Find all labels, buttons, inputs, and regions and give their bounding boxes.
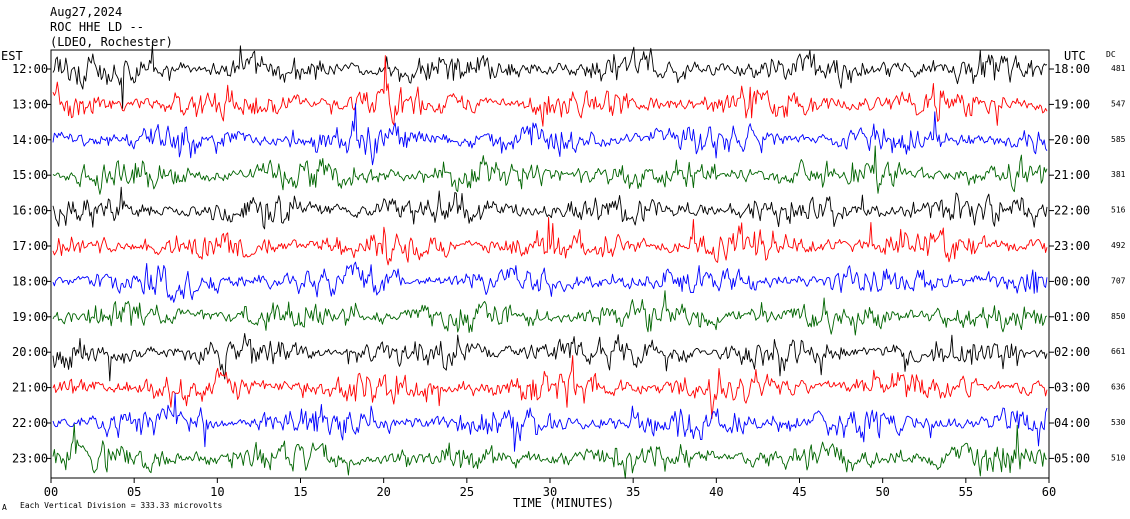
trace-0000 [52,261,1048,303]
trace-2000 [52,103,1048,166]
est-label: 15:00 [12,168,48,182]
utc-label: 21:00 [1054,168,1090,182]
utc-label: 04:00 [1054,416,1090,430]
est-label: 14:00 [12,133,48,147]
dc-value: 510 [1111,453,1126,462]
trace-group [52,44,1048,479]
x-axis-label: TIME (MINUTES) [513,496,614,510]
x-tick-label: 30 [543,485,557,499]
est-label: 17:00 [12,239,48,253]
x-tick-label: 10 [210,485,224,499]
trace-0200 [52,332,1048,382]
est-label: 21:00 [12,381,48,395]
utc-label: 05:00 [1054,451,1090,465]
dc-value: 707 [1111,276,1126,285]
trace-2200 [52,186,1048,230]
est-label: 22:00 [12,416,48,430]
chart-title-date: Aug27,2024 [50,5,122,19]
trace-0500 [52,424,1047,479]
utc-label: 02:00 [1054,345,1090,359]
x-tick-label: 45 [792,485,806,499]
est-label: 23:00 [12,451,48,465]
right-axis-title: UTC [1064,49,1086,63]
dc-value: 850 [1111,312,1126,321]
x-tick-label: 00 [44,485,58,499]
dc-value: 530 [1111,418,1126,427]
trace-2100 [52,145,1048,195]
trace-2300 [52,217,1048,266]
x-tick-label: 25 [460,485,474,499]
utc-label: 01:00 [1054,310,1090,324]
utc-label: 22:00 [1054,204,1090,218]
trace-0100 [52,290,1048,336]
utc-label: 00:00 [1054,274,1090,288]
x-tick-label: 35 [626,485,640,499]
x-tick-label: 40 [709,485,723,499]
x-tick-label: 50 [875,485,889,499]
time-labels: 12:00 18:00 481 13:00 19:00 547 14:00 20:00 585 1… [12,62,1126,465]
est-label: 20:00 [12,345,48,359]
utc-label: 23:00 [1054,239,1090,253]
x-tick-label: 05 [127,485,141,499]
utc-label: 18:00 [1054,62,1090,76]
dc-value: 636 [1111,383,1126,392]
chart-title-station: ROC HHE LD -- [50,20,144,34]
x-tick-label: 60 [1042,485,1056,499]
est-label: 16:00 [12,204,48,218]
dc-value: 661 [1111,347,1126,356]
x-tick-label: 20 [376,485,390,499]
trace-0300 [52,355,1048,419]
est-label: 19:00 [12,310,48,324]
dc-value: 547 [1111,99,1126,108]
trace-1800 [52,44,1048,109]
chart-title-network: (LDEO, Rochester) [50,35,173,49]
est-label: 18:00 [12,274,48,288]
dc-value: 481 [1111,64,1126,73]
footer-glyph: A [2,503,7,512]
dc-column-title: DC [1106,50,1116,59]
trace-1900 [52,55,1048,127]
scale-note: Each Vertical Division = 333.33 microvol… [20,501,222,510]
dc-value: 585 [1111,135,1126,144]
x-axis: 00 05 10 15 20 25 30 35 40 45 50 55 60 [44,478,1056,499]
left-axis-title: EST [1,49,23,63]
utc-label: 20:00 [1054,133,1090,147]
est-label: 12:00 [12,62,48,76]
utc-label: 19:00 [1054,97,1090,111]
trace-0400 [52,392,1048,452]
dc-value: 516 [1111,206,1126,215]
est-label: 13:00 [12,97,48,111]
dc-value: 381 [1111,170,1126,179]
x-tick-label: 15 [293,485,307,499]
utc-label: 03:00 [1054,381,1090,395]
x-tick-label: 55 [959,485,973,499]
dc-value: 492 [1111,241,1126,250]
